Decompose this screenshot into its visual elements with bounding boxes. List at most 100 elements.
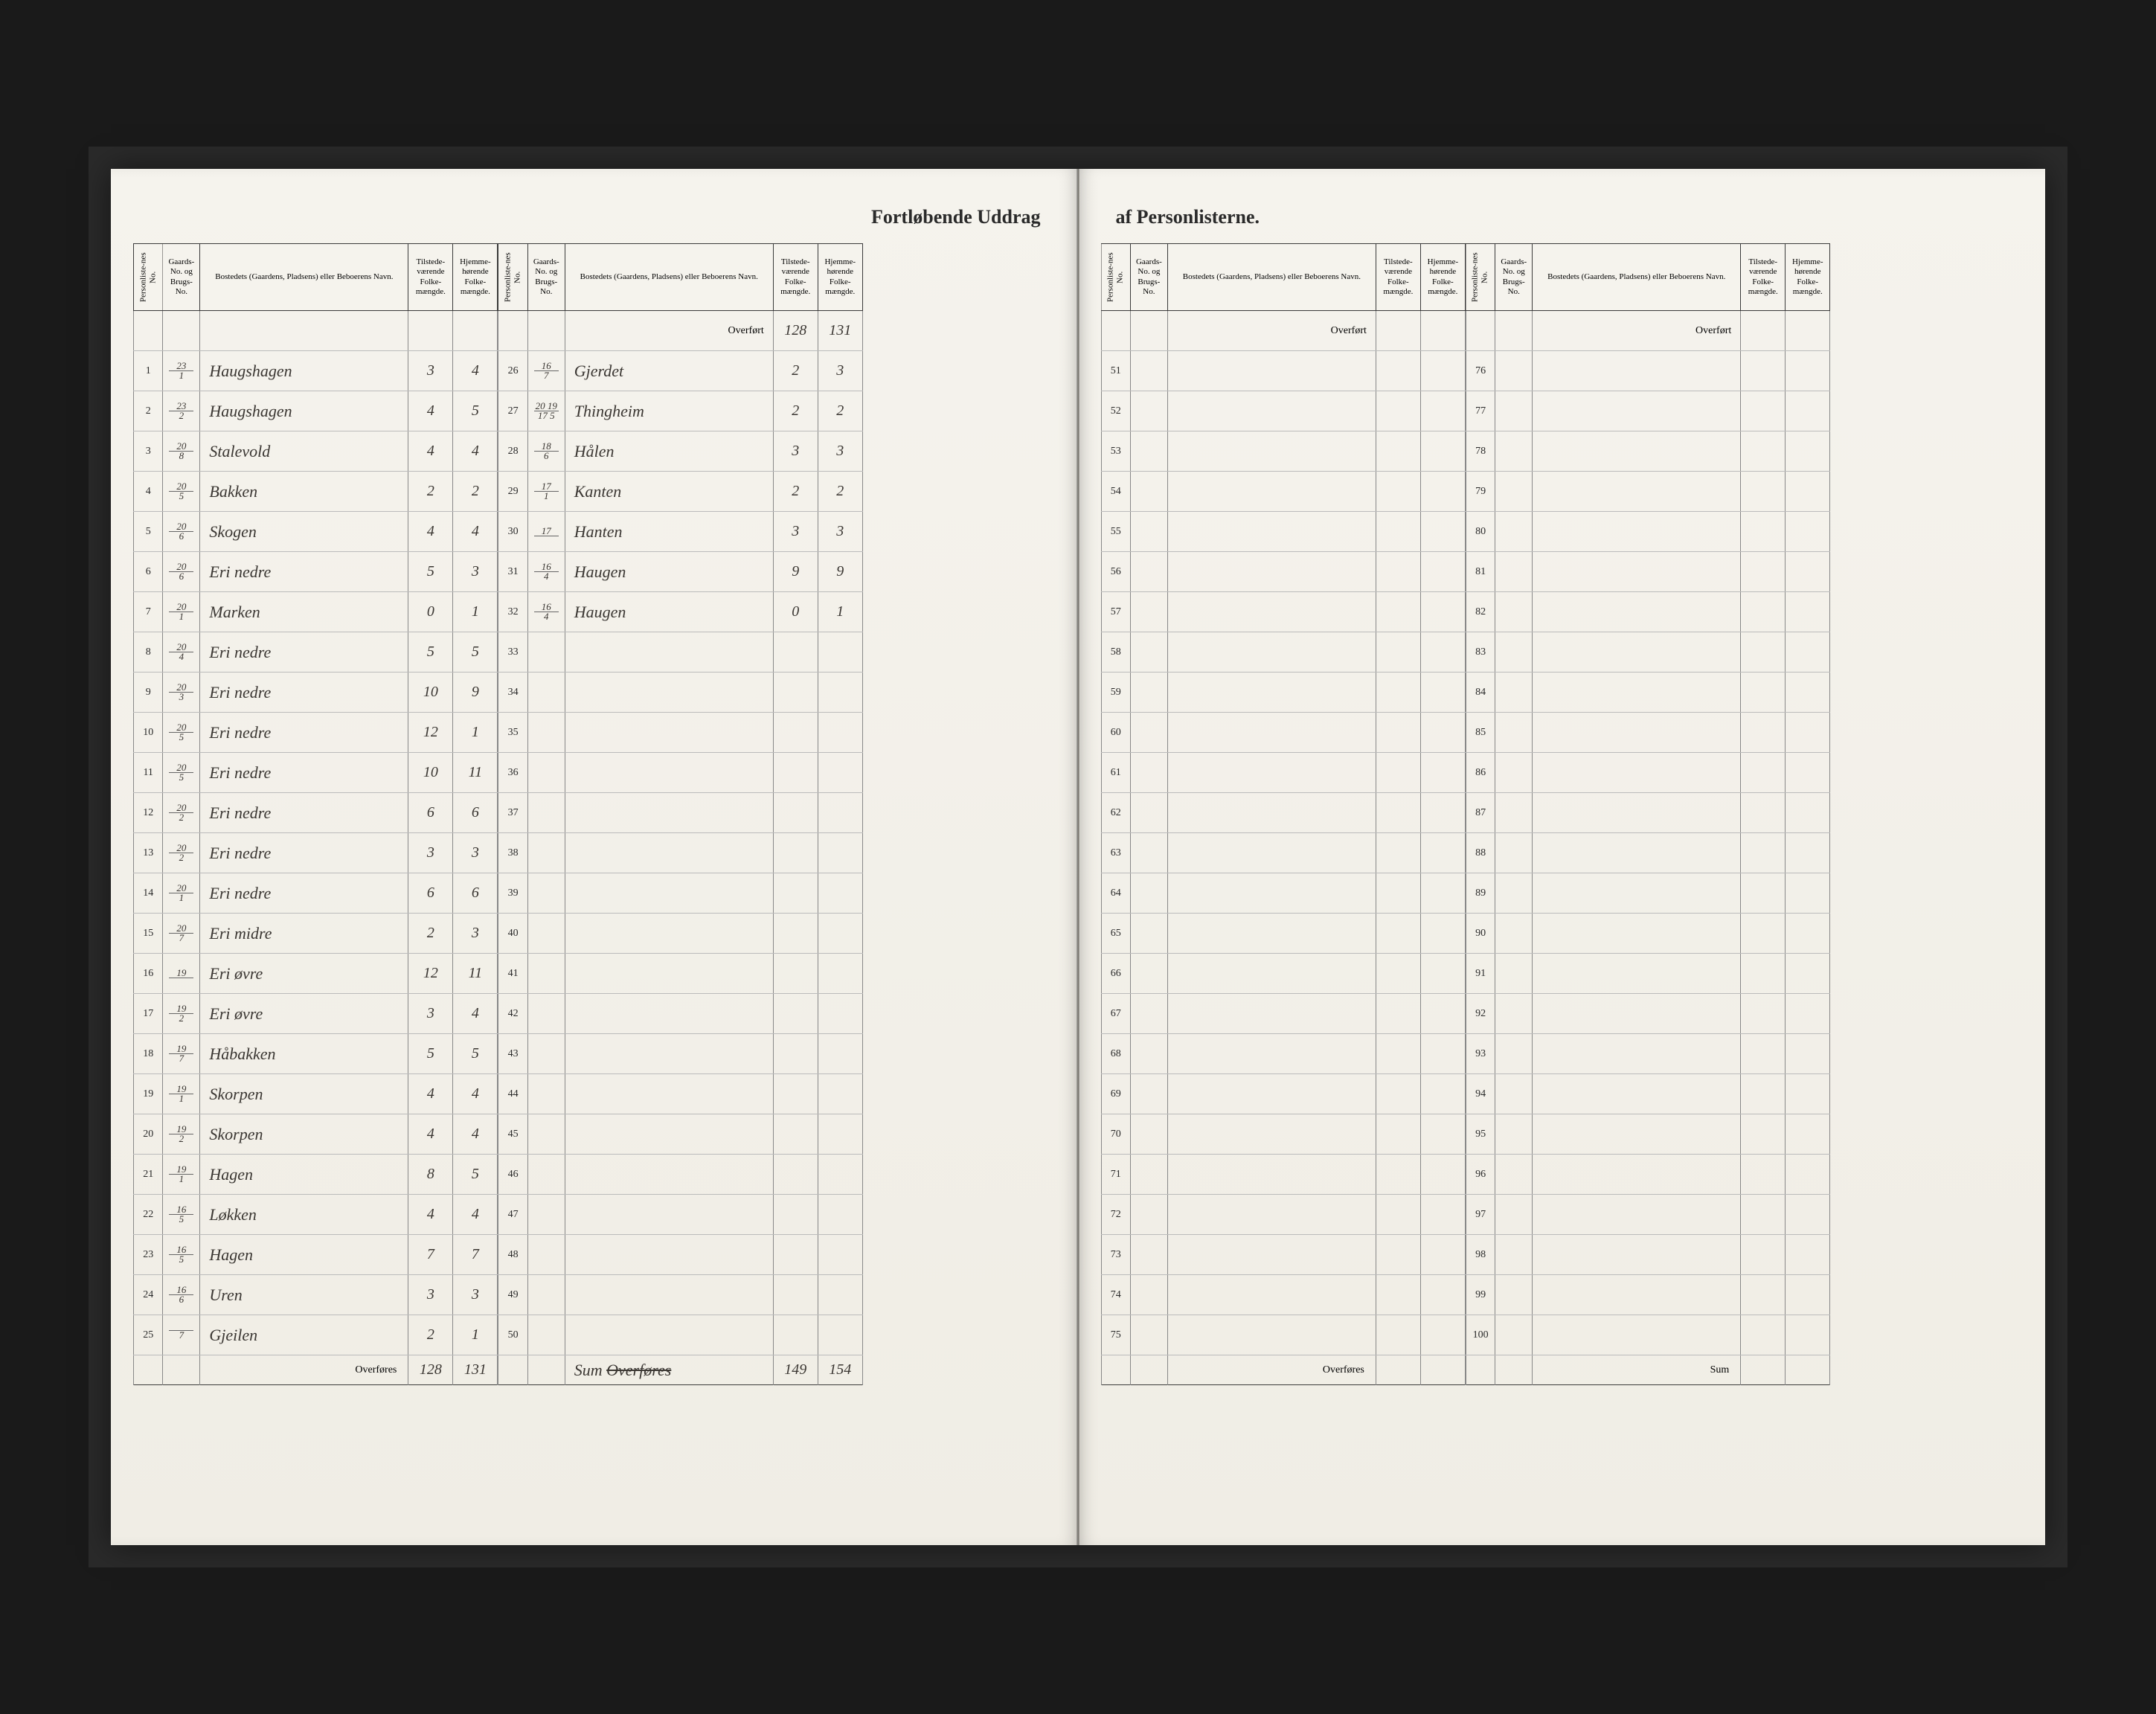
bosted-name [1167, 1114, 1376, 1155]
row-index: 62 [1101, 793, 1130, 833]
tilstede-count [1376, 713, 1420, 753]
gaards-no [527, 793, 565, 833]
bosted-name [1167, 1195, 1376, 1235]
gaards-no [1495, 512, 1533, 552]
col-group-2: Personliste-nes No. Gaards-No. og Brugs-… [498, 243, 862, 1385]
bosted-name: Eri nedre [200, 753, 408, 793]
tilstede-count [1376, 592, 1420, 632]
photo-frame: Fortløbende Uddrag Personliste-nes No. G… [89, 147, 2067, 1567]
row-index: 15 [134, 914, 163, 954]
hjemme-count [1420, 793, 1465, 833]
row-index: 39 [498, 873, 527, 914]
row-index: 69 [1101, 1074, 1130, 1114]
tilstede-count [1741, 1155, 1786, 1195]
gaards-no [1495, 351, 1533, 391]
table-row: 93 [1466, 1034, 1829, 1074]
bosted-name [1167, 592, 1376, 632]
hjemme-count: 11 [453, 954, 498, 994]
bosted-name: Hanten [565, 512, 773, 552]
bosted-name: Thingheim [565, 391, 773, 431]
gaards-no [1130, 713, 1167, 753]
gaards-no: 201 [163, 873, 200, 914]
tilstede-count [1376, 552, 1420, 592]
row-index: 72 [1101, 1195, 1130, 1235]
bosted-name: Haugen [565, 552, 773, 592]
hjemme-count [1786, 552, 1830, 592]
overfores-row: Sum Overføres 149 154 [498, 1355, 862, 1385]
gaards-no: 203 [163, 673, 200, 713]
hjemme-count [1420, 431, 1465, 472]
col-group-3: Personliste-nes No. Gaards-No. og Brugs-… [1101, 243, 1466, 1385]
table-row: 53 [1101, 431, 1465, 472]
gaards-no [527, 1034, 565, 1074]
hjemme-count: 1 [453, 592, 498, 632]
gaards-no [527, 1315, 565, 1355]
row-index: 91 [1466, 954, 1495, 994]
gaards-no: 205 [163, 753, 200, 793]
col2-sum-h: 154 [818, 1355, 862, 1385]
table-row: 28 186 Hålen 3 3 [498, 431, 862, 472]
bosted-name: Eri øvre [200, 994, 408, 1034]
header-row: Personliste-nes No. Gaards-No. og Brugs-… [134, 244, 498, 311]
hjemme-count [818, 994, 862, 1034]
bosted-name [1167, 954, 1376, 994]
tilstede-count [1741, 673, 1786, 713]
tilstede-count [1376, 873, 1420, 914]
tilstede-count [773, 1114, 818, 1155]
table-row: 5 206 Skogen 4 4 [134, 512, 498, 552]
hdr-gaards: Gaards-No. og Brugs-No. [527, 244, 565, 311]
header-row: Personliste-nes No. Gaards-No. og Brugs-… [1466, 244, 1829, 311]
gaards-no [1495, 1315, 1533, 1355]
table-row: 85 [1466, 713, 1829, 753]
tilstede-count [1741, 1195, 1786, 1235]
hjemme-count [1786, 512, 1830, 552]
hjemme-count: 5 [453, 1034, 498, 1074]
table-row: 99 [1466, 1275, 1829, 1315]
table-row: 65 [1101, 914, 1465, 954]
gaards-no: 232 [163, 391, 200, 431]
hjemme-count: 2 [453, 472, 498, 512]
bosted-name [1533, 592, 1741, 632]
tilstede-count [1741, 431, 1786, 472]
tilstede-count [773, 793, 818, 833]
table-row: 76 [1466, 351, 1829, 391]
table-row: 46 [498, 1155, 862, 1195]
bosted-name [1167, 833, 1376, 873]
tilstede-count [1741, 1074, 1786, 1114]
hjemme-count [1786, 1195, 1830, 1235]
hjemme-count [1420, 753, 1465, 793]
bosted-name [1167, 431, 1376, 472]
overfort-row: Overført 128 131 [498, 311, 862, 351]
table-row: 36 [498, 753, 862, 793]
bosted-name: Gjerdet [565, 351, 773, 391]
title-left: Fortløbende Uddrag [133, 206, 1056, 228]
hjemme-count: 4 [453, 431, 498, 472]
tilstede-count [1741, 873, 1786, 914]
hjemme-count: 1 [818, 592, 862, 632]
tilstede-count: 12 [408, 954, 453, 994]
bosted-name [565, 713, 773, 753]
bosted-name: Skogen [200, 512, 408, 552]
table-row: 39 [498, 873, 862, 914]
table-row: 81 [1466, 552, 1829, 592]
table-row: 33 [498, 632, 862, 673]
tilstede-count [1741, 753, 1786, 793]
tilstede-count [773, 1195, 818, 1235]
gaards-no [1130, 632, 1167, 673]
hjemme-count: 4 [453, 1074, 498, 1114]
bosted-name: Eri nedre [200, 713, 408, 753]
gaards-no [527, 994, 565, 1034]
tilstede-count: 10 [408, 673, 453, 713]
hjemme-count [1786, 713, 1830, 753]
gaards-no [527, 1114, 565, 1155]
hjemme-count [1420, 1114, 1465, 1155]
bosted-name [1533, 472, 1741, 512]
title-right: af Personlisterne. [1101, 206, 2024, 228]
gaards-no: 167 [527, 351, 565, 391]
row-index: 42 [498, 994, 527, 1034]
tilstede-count: 7 [408, 1235, 453, 1275]
row-index: 40 [498, 914, 527, 954]
tilstede-count [1376, 632, 1420, 673]
bosted-name [1533, 1275, 1741, 1315]
hjemme-count: 11 [453, 753, 498, 793]
